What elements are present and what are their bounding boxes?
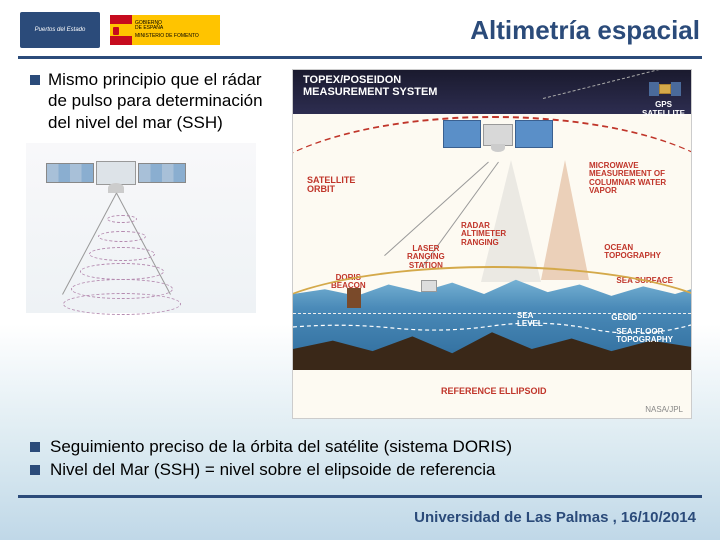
credit-label: NASA/JPL — [645, 405, 683, 414]
right-column: TOPEX/POSEIDON MEASUREMENT SYSTEM GPS SA… — [292, 69, 692, 419]
gps-label: GPS SATELLITE — [642, 100, 685, 118]
thumb-pulse-cone — [52, 193, 192, 308]
bottom-bullets: Seguimiento preciso de la órbita del sat… — [30, 436, 700, 483]
gov-l3: MINISTERIO DE FOMENTO — [135, 34, 217, 40]
bullet-b2-text: Nivel del Mar (SSH) = nivel sobre el eli… — [50, 459, 496, 480]
laser-label: LASER RANGING STATION — [407, 245, 445, 270]
gps-panel-r — [671, 82, 681, 96]
topex-diagram: TOPEX/POSEIDON MEASUREMENT SYSTEM GPS SA… — [292, 69, 692, 419]
thumb-panel-right — [138, 163, 186, 183]
diag-title-l1: TOPEX/POSEIDON — [303, 74, 401, 86]
left-column: Mismo principio que el rádar de pulso pa… — [30, 69, 280, 419]
bullet-top: Mismo principio que el rádar de pulso pa… — [30, 69, 280, 133]
logo-puertos: Puertos del Estado — [20, 12, 100, 48]
satellite-pulse-thumbnail — [26, 143, 256, 313]
bullet-b2: Nivel del Mar (SSH) = nivel sobre el eli… — [30, 459, 700, 480]
bullet-square-icon — [30, 75, 40, 85]
spain-flag-icon — [110, 15, 132, 45]
bullet-square-icon — [30, 442, 40, 452]
radar-beam-cone — [481, 160, 541, 282]
page-title: Altimetría espacial — [470, 15, 700, 46]
msat-panel-l — [443, 120, 481, 148]
bullet-top-text: Mismo principio que el rádar de pulso pa… — [48, 69, 280, 133]
gov-l2: DE ESPAÑA — [135, 26, 217, 32]
thumb-panel-left — [46, 163, 94, 183]
thumb-sat-body — [96, 161, 136, 185]
msat-dish — [491, 144, 505, 152]
msat-body — [483, 124, 513, 146]
pulse-ring — [89, 247, 155, 261]
logo-gobierno: GOBIERNO DE ESPAÑA MINISTERIO DE FOMENTO — [110, 15, 220, 45]
gov-text: GOBIERNO DE ESPAÑA MINISTERIO DE FOMENTO — [132, 15, 220, 45]
pulse-ring — [107, 215, 137, 223]
microwave-cone — [535, 160, 595, 282]
bullet-b1-text: Seguimiento preciso de la órbita del sat… — [50, 436, 512, 457]
gps-body — [659, 84, 671, 94]
diagram-title: TOPEX/POSEIDON MEASUREMENT SYSTEM — [303, 74, 437, 98]
sat-orbit-label: SATELLITE ORBIT — [307, 176, 355, 195]
gps-panel-l — [649, 82, 659, 96]
header: Puertos del Estado GOBIERNO DE ESPAÑA MI… — [0, 0, 720, 56]
gps-satellite-icon — [649, 78, 681, 100]
topex-satellite-icon — [443, 112, 553, 162]
pulse-ring — [80, 263, 164, 280]
msat-panel-r — [515, 120, 553, 148]
bullet-b1: Seguimiento preciso de la órbita del sat… — [30, 436, 700, 457]
thumb-dish — [108, 183, 124, 193]
footer-text: Universidad de Las Palmas , 16/10/2014 — [414, 509, 696, 526]
ref-ellip-label: REFERENCE ELLIPSOID — [441, 386, 547, 396]
pulse-ring — [63, 293, 181, 315]
diag-title-l2: MEASUREMENT SYSTEM — [303, 86, 437, 98]
reference-ellipsoid-arc — [292, 266, 692, 386]
microwave-label: MICROWAVE MEASUREMENT OF COLUMNAR WATER … — [589, 162, 679, 196]
bullet-square-icon — [30, 465, 40, 475]
divider-bottom — [18, 495, 702, 498]
pulse-ring — [98, 231, 146, 242]
ocean-topo-label: OCEAN TOPOGRAPHY — [604, 244, 661, 261]
content: Mismo principio que el rádar de pulso pa… — [0, 59, 720, 419]
radar-label: RADAR ALTIMETER RANGING — [461, 222, 506, 247]
